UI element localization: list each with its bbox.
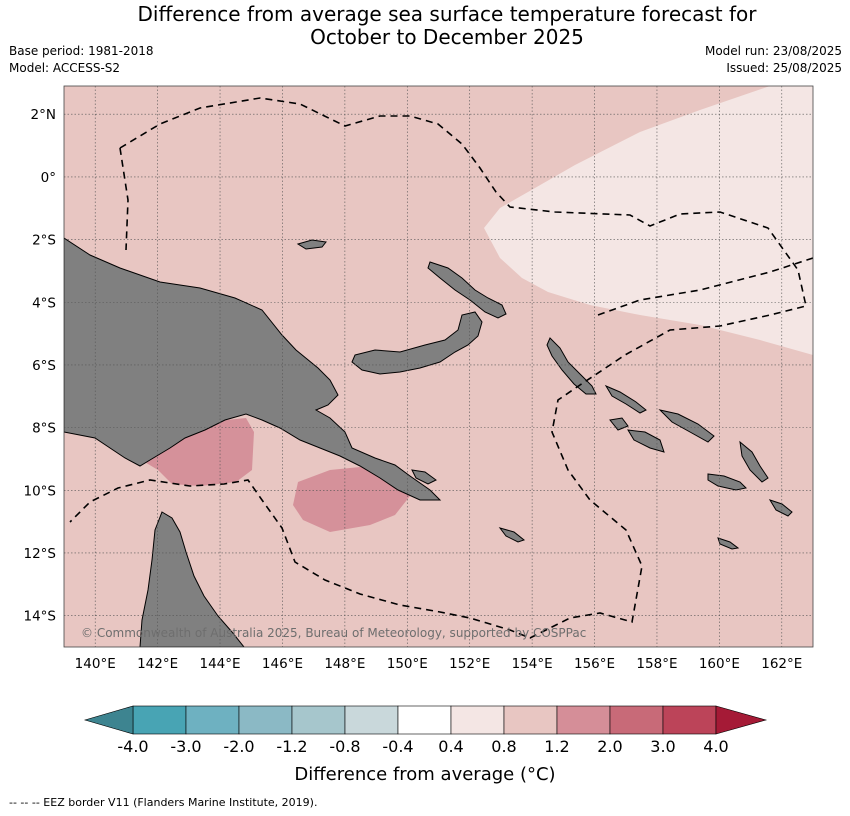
colorbar-bin: [556, 705, 611, 735]
lat-tick-label: 2°S: [32, 233, 56, 249]
eez-border-png-west: [119, 147, 129, 251]
colorbar-tick-label: -4.0: [117, 737, 148, 756]
model-run: Model run: 23/08/2025: [704, 44, 842, 58]
low-anomaly-region: [484, 86, 813, 355]
land-dentrecasteaux: [411, 469, 437, 485]
colorbar-tick-label: -0.8: [329, 737, 360, 756]
map-frame: [63, 85, 814, 648]
land-choiseul: [604, 384, 647, 414]
legend-tick-labels: -4.0 -3.0 -2.0 -1.2 -0.8 -0.4 0.4 0.8 1.2 2.0 3.0 4…: [117, 737, 728, 756]
lat-tick-label: 6°S: [32, 358, 56, 374]
base-period: Base period: 1981-2018: [9, 44, 154, 58]
colorbar-bin: [185, 705, 240, 735]
lat-tick-label: 8°S: [32, 421, 56, 437]
colorbar-bin: [503, 705, 558, 735]
land-new-britain: [351, 311, 483, 375]
land-south-east-islands: [768, 499, 793, 517]
lat-tick-label: 10°S: [24, 483, 57, 499]
colorbar-tick-label: -3.0: [170, 737, 201, 756]
issued-date: Issued: 25/08/2025: [726, 61, 842, 75]
colorbar-bin: [662, 705, 717, 735]
land-rennell: [717, 537, 740, 550]
lon-tick-label: 140°E: [75, 656, 116, 672]
lon-tick-label: 156°E: [574, 656, 615, 672]
land-new-ireland: [427, 261, 507, 319]
longitude-labels: 140°E 142°E 144°E 146°E 148°E 150°E 152°E 154°E…: [75, 656, 803, 672]
chart-title: Difference from average sea surface temp…: [0, 3, 850, 49]
lon-tick-label: 142°E: [137, 656, 178, 672]
legend-colorbar: [83, 705, 768, 735]
eez-border-png: [69, 97, 807, 639]
colorbar-tick-label: -1.2: [276, 737, 307, 756]
lon-tick-label: 158°E: [636, 656, 677, 672]
colorbar-tick-label: 2.0: [597, 737, 622, 756]
lon-tick-label: 148°E: [324, 656, 365, 672]
colorbar-tick-label: -2.0: [223, 737, 254, 756]
land-new-georgia: [609, 417, 629, 431]
title-line-2: October to December 2025: [310, 25, 584, 49]
colorbar-tick-label: 1.2: [544, 737, 569, 756]
land-australia: [139, 511, 245, 647]
lat-tick-label: 0°: [41, 170, 56, 186]
land-bougainville: [546, 337, 597, 395]
land-manus: [296, 239, 327, 250]
model-name: Model: ACCESS-S2: [9, 61, 121, 75]
colorbar-extend-low: [83, 705, 134, 735]
colorbar-bin: [397, 705, 452, 735]
eez-note: -- -- -- EEZ border V11 (Flanders Marine…: [9, 796, 318, 809]
colorbar-tick-label: 0.4: [438, 737, 463, 756]
eez-borders: [69, 97, 813, 639]
legend-title: Difference from average (°C): [294, 764, 555, 785]
colorbar-tick-label: 3.0: [650, 737, 675, 756]
map-area: © Commonwealth of Australia 2025, Bureau…: [64, 86, 813, 647]
eez-border-solomons: [597, 257, 813, 316]
gridlines: [64, 86, 813, 647]
metadata-left: Base period: 1981-2018 Model: ACCESS-S2: [9, 43, 154, 77]
colorbar-bin: [132, 705, 187, 735]
high-anomaly-region-west: [96, 418, 254, 486]
colorbar-bin: [609, 705, 664, 735]
land-guadalcanal: [627, 429, 665, 453]
colorbar-tick-label: -0.4: [382, 737, 413, 756]
colorbar-bin: [450, 705, 505, 735]
lon-tick-label: 150°E: [387, 656, 428, 672]
land-new-guinea: [64, 237, 442, 501]
latitude-labels: 2°N 0° 2°S 4°S 6°S 8°S 10°S 12°S 14°S: [24, 107, 57, 624]
title-line-1: Difference from average sea surface temp…: [137, 2, 757, 26]
colorbar-bin: [344, 705, 399, 735]
colorbar-tick-label: 0.8: [491, 737, 516, 756]
lat-tick-label: 4°S: [32, 295, 56, 311]
high-anomaly-region-coral-sea: [293, 466, 410, 532]
colorbar-tick-label: 4.0: [703, 737, 728, 756]
land-santa-isabel: [658, 409, 715, 443]
lon-tick-label: 144°E: [200, 656, 241, 672]
lon-tick-label: 162°E: [761, 656, 802, 672]
colorbar-extend-high: [715, 705, 768, 735]
land-malaita: [739, 440, 769, 483]
lat-tick-label: 2°N: [31, 107, 56, 123]
colorbar-bin: [238, 705, 293, 735]
lat-tick-label: 14°S: [24, 609, 57, 625]
lon-tick-label: 152°E: [449, 656, 490, 672]
lon-tick-label: 146°E: [262, 656, 303, 672]
metadata-right: Model run: 23/08/2025 Issued: 25/08/2025: [705, 43, 842, 77]
lon-tick-label: 154°E: [512, 656, 553, 672]
lon-tick-label: 160°E: [699, 656, 740, 672]
land-louisiade: [498, 527, 526, 543]
colorbar-bin: [291, 705, 346, 735]
land-makira: [707, 473, 748, 491]
copyright-text: © Commonwealth of Australia 2025, Bureau…: [81, 626, 586, 640]
lat-tick-label: 12°S: [24, 546, 57, 562]
